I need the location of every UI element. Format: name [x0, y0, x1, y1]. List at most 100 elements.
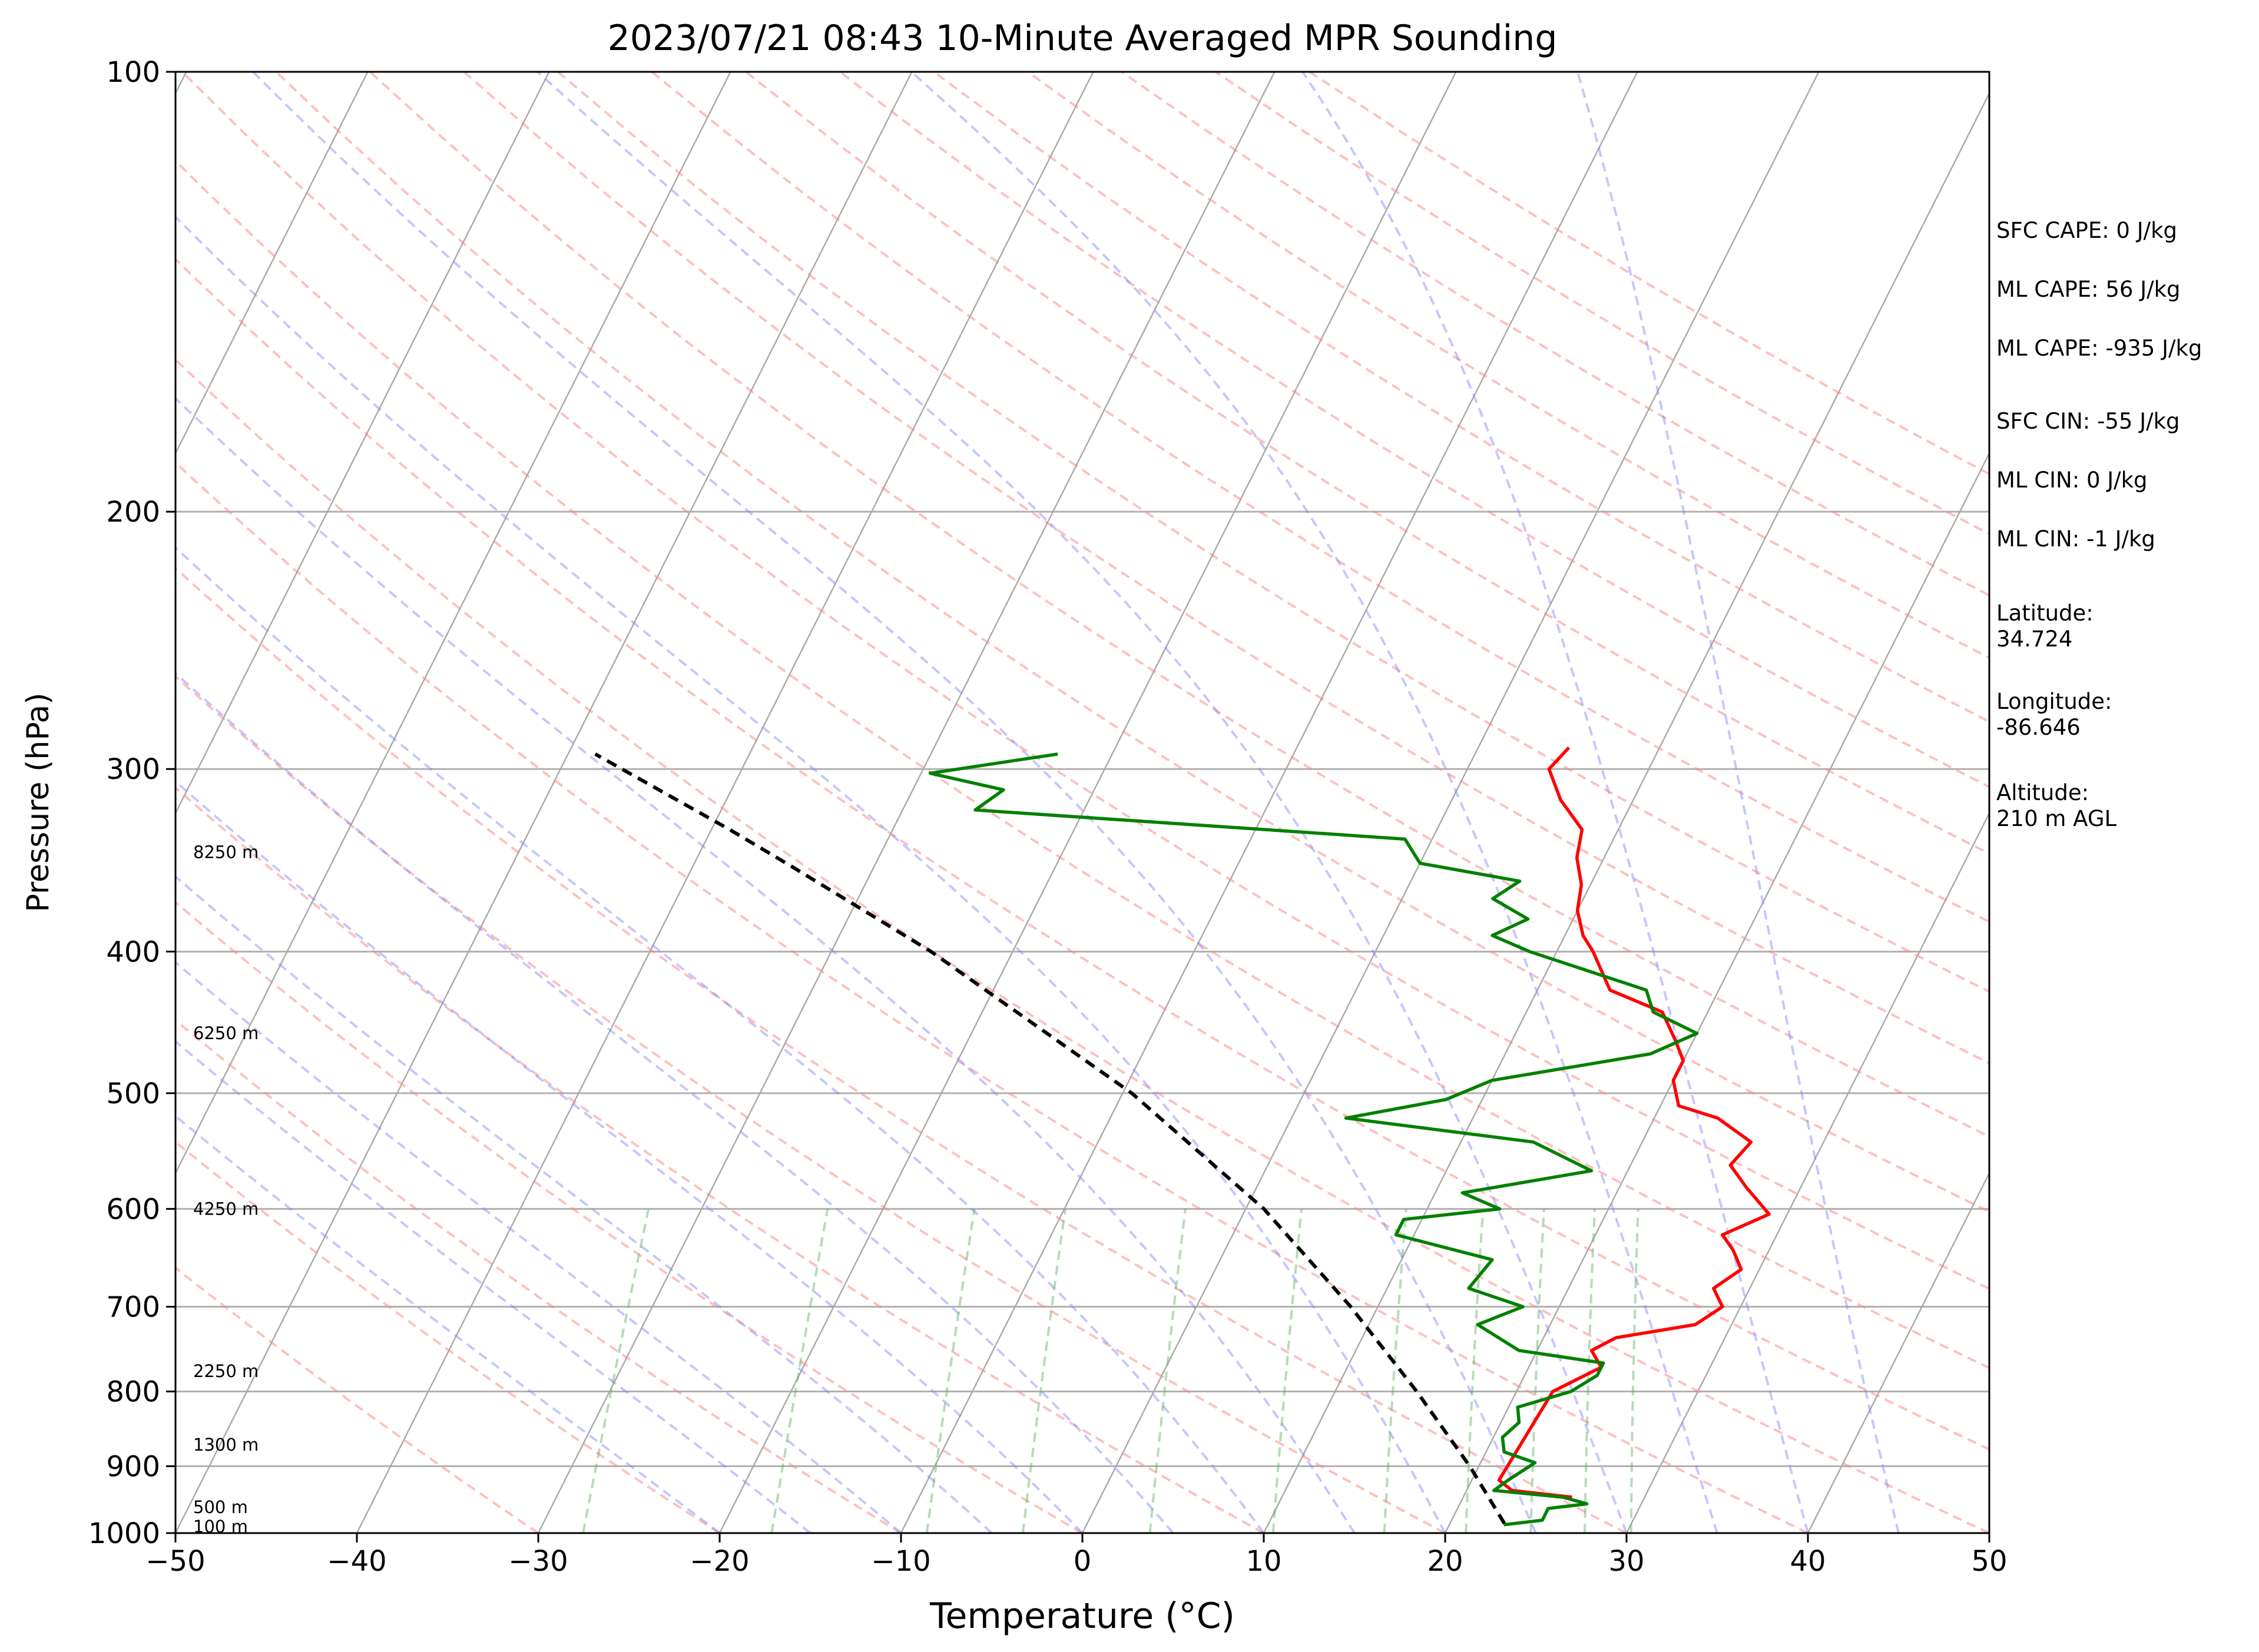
mixing-ratio-line [1383, 1209, 1407, 1533]
parcel-path-line [594, 752, 1506, 1525]
moist-adiabats [175, 72, 1900, 1533]
y-tick-label: 600 [106, 1193, 160, 1226]
y-tick-label: 1000 [88, 1517, 160, 1550]
height-label: 2250 m [193, 1361, 259, 1381]
x-axis-ticks: −50 −40 −30 −20 −10 0 10 20 30 40 50 [145, 1533, 2008, 1578]
isotherm-line [175, 72, 550, 815]
dry-adiabat [175, 1140, 721, 1533]
moist-adiabat [175, 396, 1356, 1533]
dewpoint-line [928, 752, 1699, 1527]
x-axis-label: Temperature (°C) [929, 1595, 1235, 1637]
y-tick-label: 500 [106, 1077, 160, 1110]
y-tick-label: 200 [106, 496, 160, 529]
temperature-line [1497, 746, 1771, 1499]
dry-adiabat [557, 72, 1989, 993]
moist-adiabat [1301, 72, 1809, 1533]
moist-adiabat [175, 875, 993, 1533]
ml-cape-second-text: ML CAPE: -935 J/kg [1996, 336, 2202, 361]
moist-adiabat [175, 961, 902, 1533]
height-label: 8250 m [193, 842, 259, 862]
mixing-ratio-line [1148, 1209, 1187, 1533]
dry-adiabat [181, 72, 1989, 1291]
dry-adiabat [175, 461, 1808, 1533]
isotherm-line [718, 72, 1457, 1533]
x-tick-label: −10 [871, 1545, 930, 1578]
dry-adiabat [369, 72, 1989, 1138]
mixing-ratio-lines [582, 1208, 1639, 1533]
moist-adiabat [910, 72, 1718, 1533]
isotherm-line [1444, 452, 1989, 1533]
moist-adiabat [175, 1114, 721, 1533]
height-label: 4250 m [193, 1199, 259, 1219]
isotherm-line [1625, 811, 1989, 1533]
mixing-ratio-line [1465, 1209, 1485, 1533]
mixing-ratio-line [1529, 1209, 1545, 1533]
dry-adiabat [175, 358, 1989, 1533]
mixing-ratio-line [770, 1209, 829, 1533]
dry-adiabat [175, 675, 1446, 1533]
y-tick-label: 300 [106, 753, 160, 786]
mixing-ratio-line [1629, 1209, 1639, 1533]
height-label: 500 m [193, 1497, 248, 1517]
dry-adiabats [175, 72, 1989, 1533]
moist-adiabat [536, 72, 1628, 1533]
x-tick-label: 20 [1427, 1545, 1463, 1578]
isotherm-line [900, 72, 1638, 1533]
moist-adiabat [1576, 72, 1900, 1533]
moist-adiabat [175, 546, 1265, 1533]
latitude-text: Latitude: 34.724 [1996, 601, 2094, 652]
dry-adiabat [175, 901, 1084, 1533]
mixing-ratio-line [1584, 1209, 1596, 1533]
ml-cape-text: ML CAPE: 56 J/kg [1996, 277, 2181, 302]
isotherm-line [1807, 1171, 1989, 1533]
x-tick-label: 0 [1074, 1545, 1092, 1578]
chart-title: 2023/07/21 08:43 10-Minute Averaged MPR … [608, 18, 1558, 59]
dry-adiabat [745, 72, 1989, 855]
dry-adiabat [275, 72, 1989, 1213]
longitude-text: Longitude: -86.646 [1996, 689, 2112, 740]
y-tick-label: 800 [106, 1375, 160, 1408]
mixing-ratio-line [582, 1208, 650, 1533]
x-tick-label: −50 [145, 1545, 205, 1578]
isotherm-line [1263, 91, 1989, 1533]
height-label: 6250 m [193, 1023, 259, 1043]
height-label: 1300 m [193, 1435, 259, 1455]
dry-adiabat [175, 159, 1989, 1369]
y-tick-label: 700 [106, 1291, 160, 1324]
moist-adiabat [175, 215, 1446, 1533]
isotherm-line [1081, 72, 1820, 1533]
dry-adiabat [175, 1019, 902, 1533]
dry-adiabat [175, 566, 1627, 1533]
sfc-cin-text: SFC CIN: -55 J/kg [1996, 409, 2180, 434]
x-tick-label: 40 [1790, 1545, 1826, 1578]
ml-cin-text: ML CIN: 0 J/kg [1996, 467, 2148, 493]
mixing-ratio-line [925, 1209, 976, 1533]
isotherm-line [175, 72, 731, 1175]
sfc-cape-text: SFC CAPE: 0 J/kg [1996, 218, 2178, 243]
x-tick-label: −30 [508, 1545, 568, 1578]
y-axis-label: Pressure (hPa) [21, 693, 56, 913]
sounding-profiles [594, 746, 1771, 1527]
altitude-text: Altitude: 210 m AGL [1996, 780, 2117, 831]
moist-adiabat [175, 779, 1084, 1533]
x-tick-label: 10 [1246, 1545, 1281, 1578]
x-tick-label: 50 [1971, 1545, 2007, 1578]
isotherm-line [356, 72, 1094, 1533]
y-tick-label: 100 [106, 56, 160, 89]
dry-adiabat [1026, 72, 1989, 659]
mixing-ratio-line [1021, 1209, 1067, 1533]
moist-adiabat [175, 671, 1174, 1533]
isotherm-line [537, 72, 1276, 1533]
y-tick-label: 400 [106, 936, 160, 968]
isotherm-line [175, 72, 369, 455]
skewed-isotherms [175, 72, 1989, 1533]
dry-adiabat [175, 257, 1989, 1451]
isotherm-line [175, 72, 913, 1533]
dry-adiabat [175, 786, 1264, 1533]
ml-cin-second-text: ML CIN: -1 J/kg [1996, 526, 2155, 552]
x-tick-label: −40 [327, 1545, 386, 1578]
y-tick-label: 900 [106, 1450, 160, 1483]
dry-adiabat [933, 72, 1989, 724]
x-tick-label: −20 [690, 1545, 749, 1578]
